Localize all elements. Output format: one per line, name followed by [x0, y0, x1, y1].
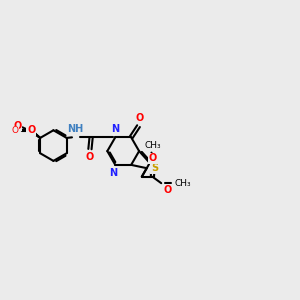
Text: CH₃: CH₃	[175, 179, 191, 188]
Text: O: O	[163, 185, 171, 195]
Text: N: N	[111, 124, 119, 134]
Text: NH: NH	[67, 124, 83, 134]
Text: CH₃: CH₃	[144, 141, 161, 150]
Text: O: O	[27, 125, 35, 135]
Text: O: O	[26, 126, 34, 136]
Text: O: O	[12, 126, 19, 135]
Text: S: S	[151, 163, 158, 173]
Text: O: O	[136, 113, 144, 123]
Text: O: O	[86, 152, 94, 162]
Text: N: N	[109, 168, 117, 178]
Text: O: O	[14, 121, 22, 130]
Text: O: O	[27, 126, 35, 136]
Text: O: O	[149, 153, 157, 164]
